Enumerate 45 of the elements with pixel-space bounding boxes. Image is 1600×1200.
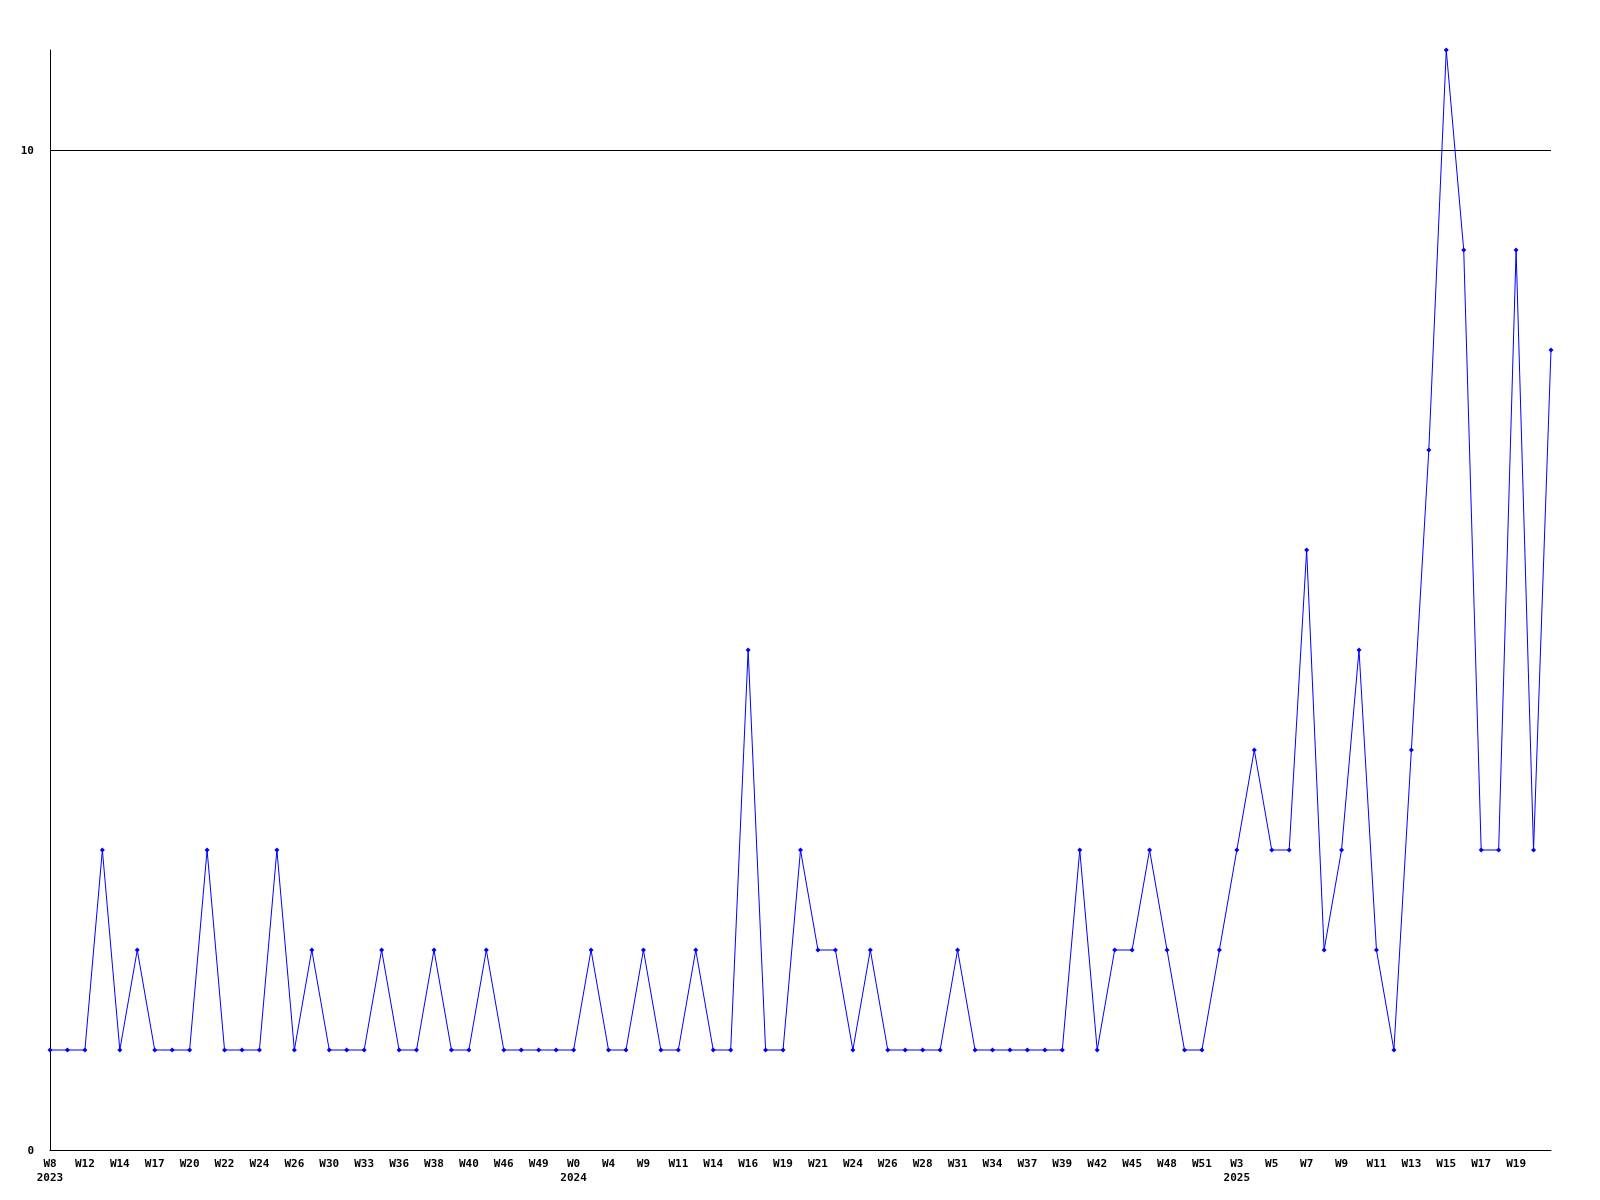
- x-tick-label: W37: [1017, 1156, 1038, 1170]
- x-tick-label: W22: [214, 1156, 235, 1170]
- x-tick-label: W14: [109, 1156, 131, 1170]
- x-tick-label: W0 2024: [560, 1156, 588, 1184]
- x-tick-label: W7: [1300, 1156, 1314, 1170]
- x-tick-label: W24: [842, 1156, 864, 1170]
- x-tick-label: W36: [389, 1156, 410, 1170]
- x-tick-label: W19: [773, 1156, 793, 1170]
- x-tick-label: W40: [458, 1156, 479, 1170]
- x-tick-label: W16: [738, 1156, 759, 1170]
- x-tick-label: W21: [808, 1156, 829, 1170]
- x-tick-label: W13: [1401, 1156, 1422, 1170]
- x-tick-label: W26: [284, 1156, 305, 1170]
- x-tick-label: W48: [1157, 1156, 1177, 1170]
- x-tick-label: W24: [249, 1156, 270, 1170]
- x-tick-label: W9: [1334, 1156, 1349, 1170]
- x-tick-label: W20: [179, 1156, 200, 1170]
- x-tick-label: W26: [877, 1156, 899, 1170]
- x-tick-label: W11: [668, 1156, 689, 1170]
- x-tick-label: W12: [74, 1156, 95, 1170]
- x-tick-label: W38: [424, 1156, 444, 1170]
- x-tick-label: W45: [1122, 1156, 1143, 1170]
- x-tick-label: W39: [1052, 1156, 1073, 1170]
- x-tick-label: W15: [1436, 1156, 1457, 1170]
- y-tick-label: 10: [20, 143, 34, 157]
- x-tick-label: W33: [354, 1156, 375, 1170]
- x-tick-label: W9: [636, 1156, 651, 1170]
- x-tick-label: W46: [493, 1156, 515, 1170]
- x-tick-label: W49: [528, 1156, 549, 1170]
- x-tick-label: W34: [982, 1156, 1003, 1170]
- x-tick-label: W5: [1265, 1156, 1279, 1170]
- x-tick-label: W8 2023: [36, 1156, 64, 1184]
- x-tick-label: W28: [912, 1156, 933, 1170]
- x-tick-label: W4: [601, 1156, 616, 1170]
- x-tick-label: W19: [1506, 1156, 1527, 1170]
- x-tick-label: W11: [1366, 1156, 1387, 1170]
- y-tick-label: 0: [27, 1143, 34, 1157]
- x-tick-label: W42: [1087, 1156, 1108, 1170]
- x-tick-label: W31: [947, 1156, 968, 1170]
- x-tick-label: W30: [319, 1156, 340, 1170]
- x-tick-label: W17: [1471, 1156, 1492, 1170]
- x-tick-label: W17: [144, 1156, 165, 1170]
- x-tick-label: W14: [703, 1156, 724, 1170]
- x-tick-label: W51: [1191, 1156, 1213, 1170]
- x-tick-label: W3 2025: [1223, 1156, 1251, 1184]
